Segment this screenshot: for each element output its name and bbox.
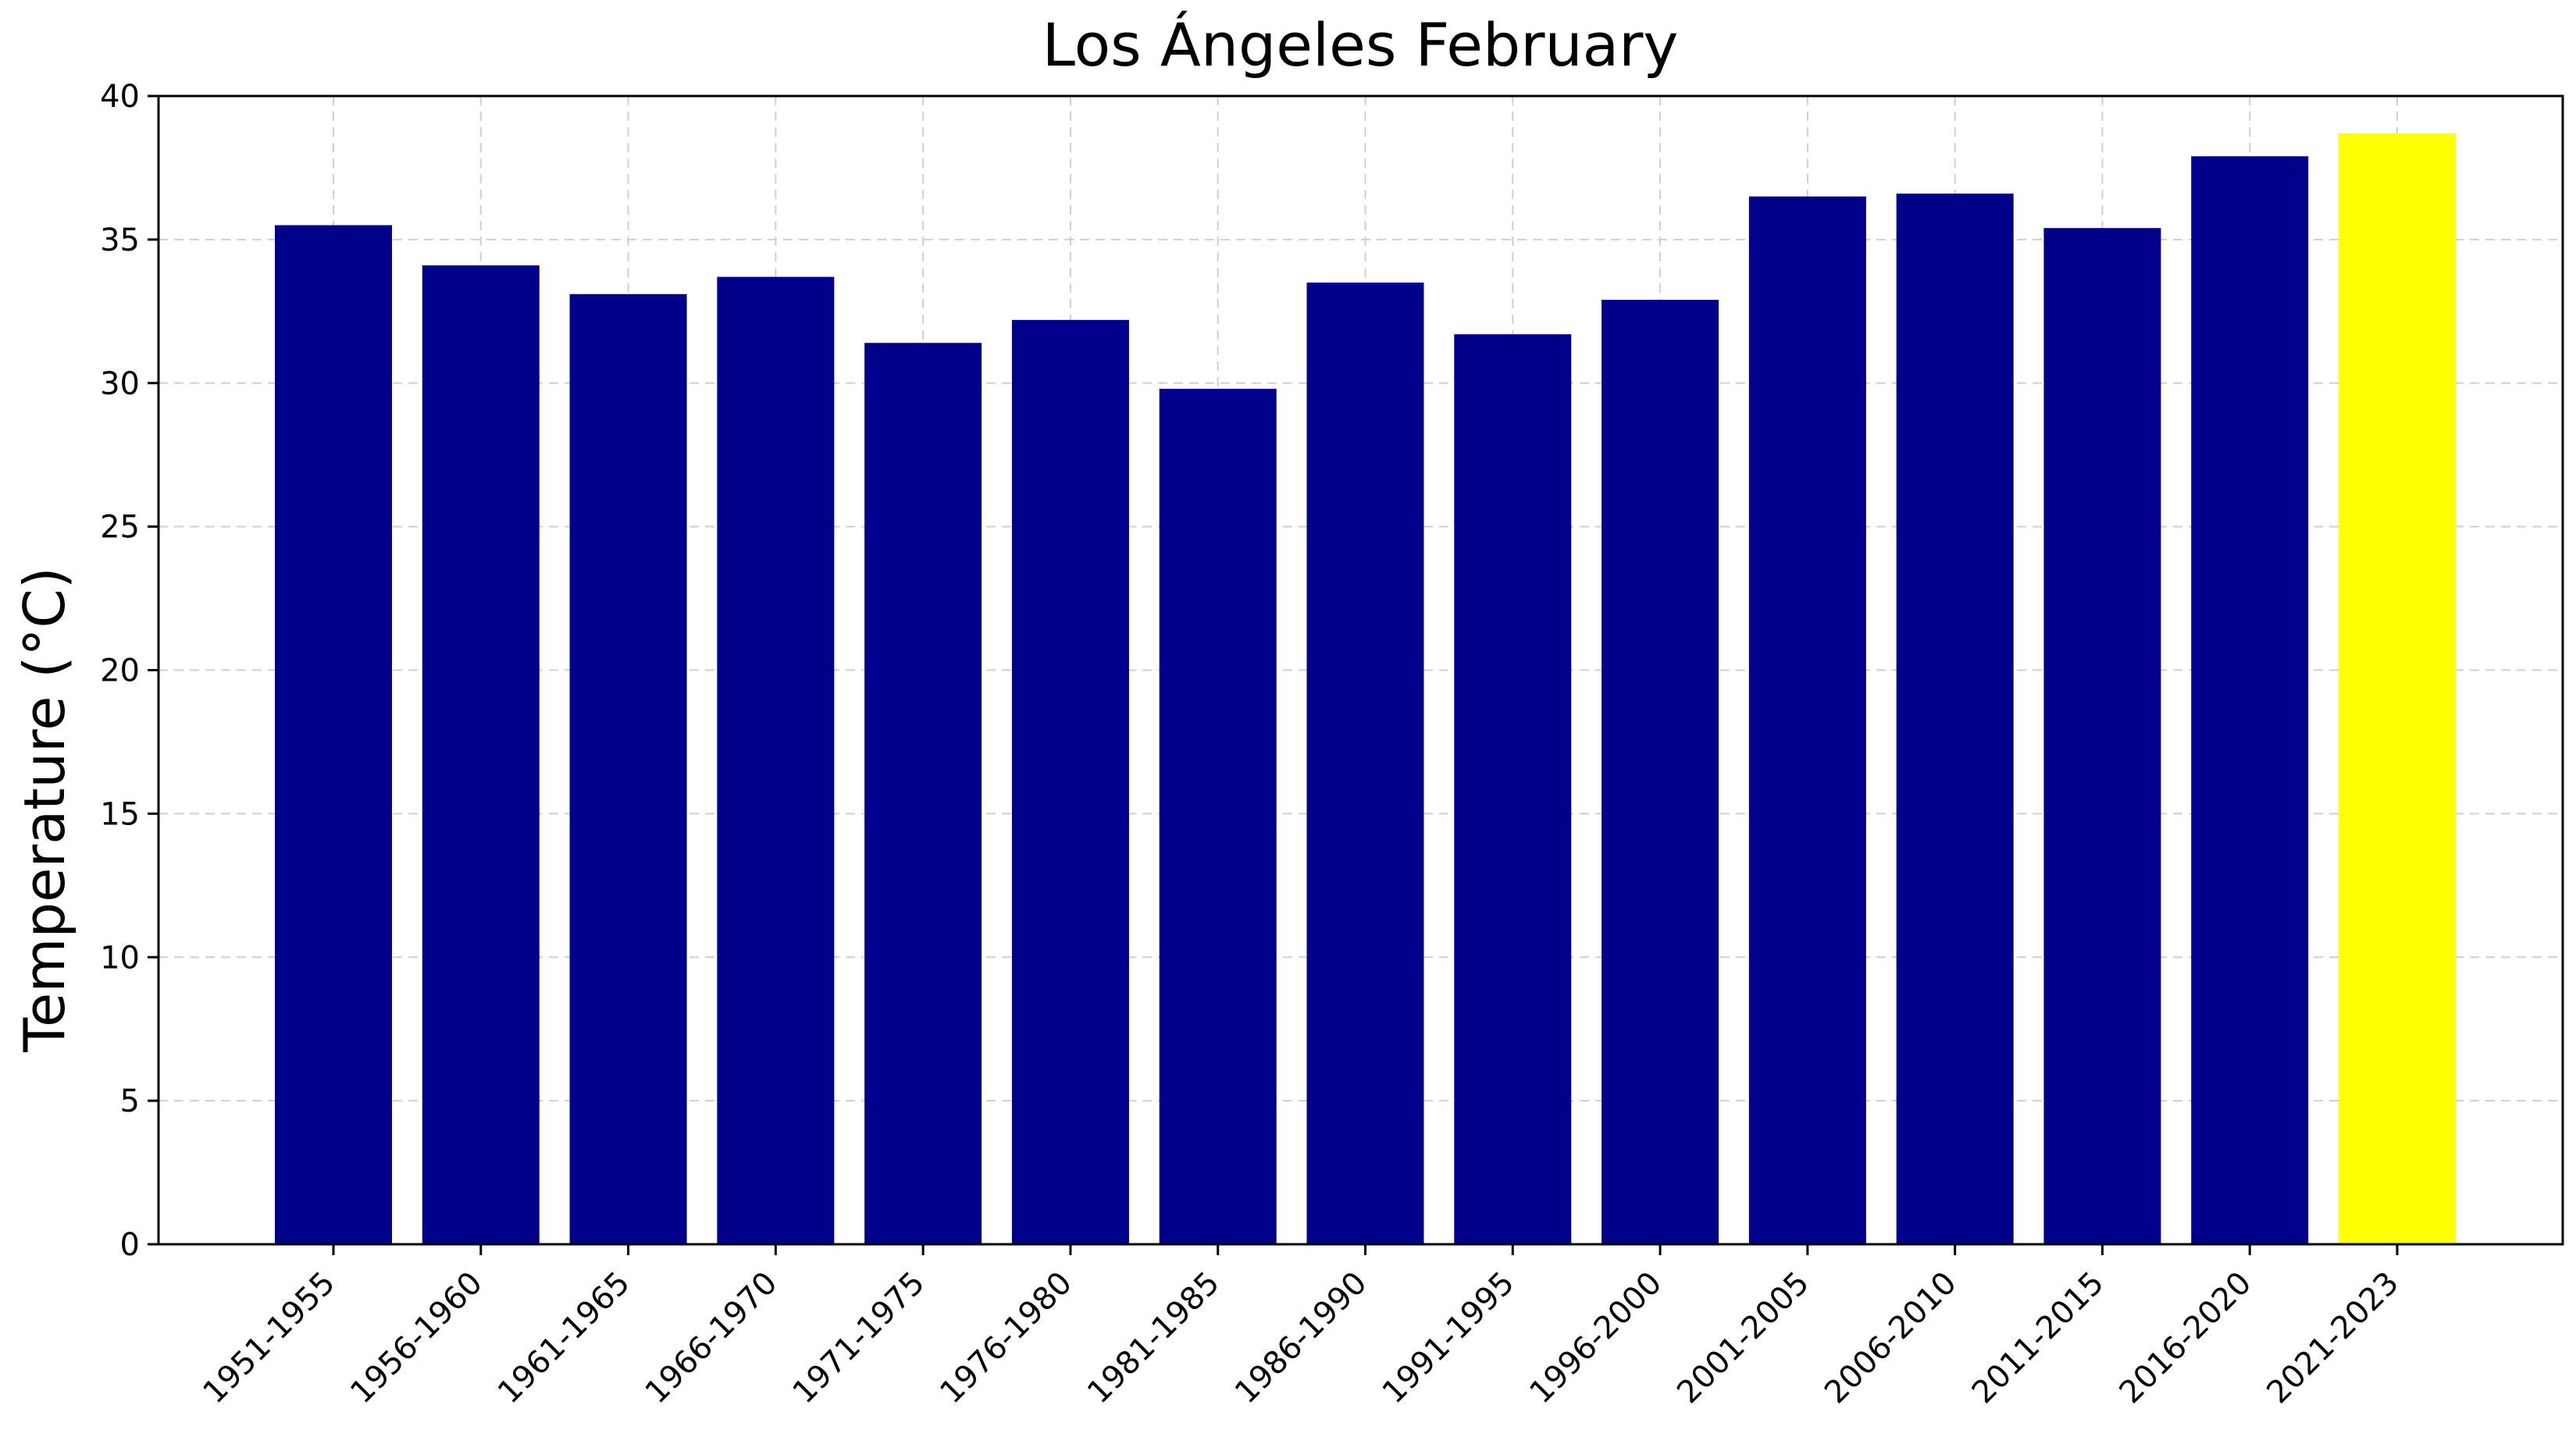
- y-tick-label: 25: [100, 510, 140, 546]
- bar-1951-1955: [275, 225, 392, 1244]
- bar-1996-2000: [1602, 300, 1719, 1244]
- y-tick-label: 30: [100, 366, 140, 402]
- bar-1961-1965: [569, 294, 687, 1244]
- bar-1981-1985: [1159, 389, 1277, 1245]
- y-tick-label: 0: [120, 1227, 140, 1263]
- bar-1956-1960: [422, 265, 540, 1244]
- bar-2016-2020: [2191, 156, 2309, 1244]
- bar-1986-1990: [1306, 283, 1424, 1245]
- y-axis-ticks: 0 5 10 15 20 25 30 35 40: [100, 79, 159, 1263]
- bar-1991-1995: [1454, 334, 1572, 1244]
- y-axis-label: Temperature (°C): [12, 567, 77, 1052]
- bars: [275, 133, 2456, 1245]
- y-tick-label: 5: [120, 1083, 140, 1119]
- plot-frame: [157, 94, 2564, 1246]
- y-tick-label: 40: [100, 79, 140, 115]
- y-tick-label: 15: [100, 796, 140, 832]
- bar-2011-2015: [2043, 228, 2161, 1244]
- y-tick-label: 35: [100, 222, 140, 258]
- bar-2001-2005: [1748, 196, 1866, 1244]
- y-tick-label: 20: [100, 653, 140, 689]
- bar-2021-2023: [2339, 133, 2456, 1244]
- bar-1976-1980: [1011, 319, 1129, 1245]
- chart-title: Los Ángeles February: [1042, 10, 1679, 80]
- bar-1966-1970: [717, 276, 835, 1244]
- y-tick-label: 10: [100, 940, 140, 976]
- bar-2006-2010: [1896, 194, 2014, 1244]
- bar-1971-1975: [864, 343, 982, 1244]
